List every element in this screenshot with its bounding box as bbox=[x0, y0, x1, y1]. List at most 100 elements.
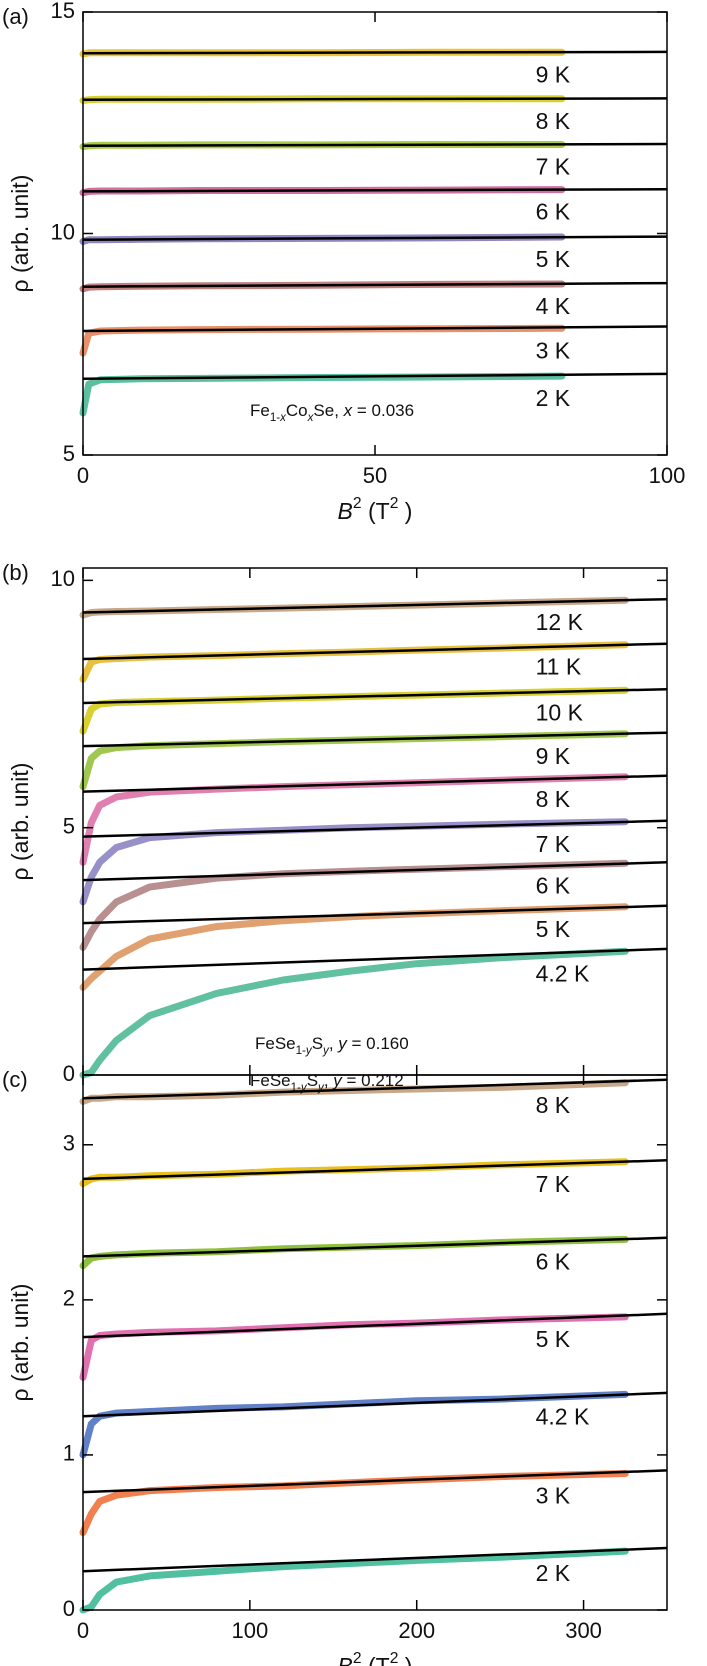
text-part: S bbox=[307, 1071, 318, 1090]
fit-line bbox=[82, 97, 668, 101]
text-part: Co bbox=[286, 401, 308, 420]
x-tick-label: 300 bbox=[565, 1618, 602, 1643]
series-label: 6 K bbox=[536, 872, 571, 898]
data-curve bbox=[79, 324, 566, 357]
y-axis-label: ρ (arb. unit) bbox=[7, 175, 33, 293]
fit-line bbox=[82, 1078, 668, 1100]
text-part: y bbox=[317, 1082, 325, 1094]
fit-line bbox=[82, 774, 668, 793]
panel-label: (c) bbox=[2, 1067, 28, 1092]
series-label: 4 K bbox=[536, 293, 571, 319]
y-tick-label: 3 bbox=[63, 1131, 75, 1156]
x-tick-label: 50 bbox=[363, 463, 387, 488]
fit-line bbox=[82, 947, 668, 971]
text-part: = 0.036 bbox=[352, 401, 414, 420]
fit-line bbox=[82, 731, 668, 748]
series-label: 8 K bbox=[536, 108, 571, 134]
text-part: y bbox=[300, 1082, 308, 1094]
fit-line bbox=[82, 325, 668, 333]
fit-line bbox=[82, 281, 668, 288]
fit-line bbox=[82, 187, 668, 193]
text-part: B bbox=[338, 498, 353, 524]
text-part: , bbox=[329, 1034, 338, 1053]
fit-line bbox=[82, 50, 668, 55]
fit-line bbox=[82, 597, 668, 614]
series-label: 6 K bbox=[536, 1248, 571, 1274]
fit-line bbox=[82, 1312, 668, 1339]
series-label: 5 K bbox=[536, 916, 571, 942]
series-label: 3 K bbox=[536, 337, 571, 363]
text-part: = 0.212 bbox=[342, 1071, 404, 1090]
text-part: ) bbox=[398, 1653, 412, 1666]
fit-line bbox=[82, 1391, 668, 1418]
text-part: (T bbox=[362, 498, 390, 524]
fit-line bbox=[82, 687, 668, 705]
series-label: 8 K bbox=[536, 786, 571, 812]
rich-text: Fe1-xCoxSe, x = 0.036 bbox=[250, 401, 414, 424]
panel-label: (b) bbox=[2, 560, 29, 585]
data-curve bbox=[79, 1547, 629, 1614]
series-label: 9 K bbox=[536, 61, 571, 87]
series-label: 5 K bbox=[536, 246, 571, 272]
data-curve bbox=[79, 947, 629, 1079]
text-part: 1- bbox=[296, 1045, 306, 1057]
text-part: x bbox=[343, 401, 353, 420]
y-axis-label: ρ (arb. unit) bbox=[7, 1284, 33, 1402]
text-part: 1- bbox=[270, 412, 280, 424]
series-label: 2 K bbox=[536, 385, 571, 411]
text-part: ) bbox=[398, 498, 412, 524]
text-part: y bbox=[337, 1034, 348, 1053]
rich-text: B2 (T2 ) bbox=[338, 1650, 413, 1666]
y-tick-label: 10 bbox=[51, 566, 75, 591]
y-axis-label: ρ (arb. unit) bbox=[7, 763, 33, 881]
series-label: 7 K bbox=[536, 1171, 571, 1197]
x-tick-label: 0 bbox=[77, 1618, 89, 1643]
series-label: 3 K bbox=[536, 1483, 571, 1509]
y-tick-label: 5 bbox=[63, 441, 75, 466]
series-label: 8 K bbox=[536, 1092, 571, 1118]
fit-line bbox=[82, 904, 668, 925]
text-part: FeSe bbox=[250, 1071, 291, 1090]
text-part: y bbox=[332, 1071, 343, 1090]
text-part: = 0.160 bbox=[347, 1034, 409, 1053]
x-tick-label: 100 bbox=[231, 1618, 268, 1643]
panel-label: (a) bbox=[2, 4, 29, 29]
y-tick-label: 0 bbox=[63, 1596, 75, 1621]
fit-line bbox=[82, 1159, 668, 1181]
y-tick-label: 1 bbox=[63, 1441, 75, 1466]
fit-line bbox=[82, 1546, 668, 1573]
fit-line bbox=[82, 642, 668, 661]
text-part: Fe bbox=[250, 401, 270, 420]
text-part: (T bbox=[362, 1653, 390, 1666]
rich-text: FeSe1-ySy, y = 0.160 bbox=[255, 1034, 409, 1057]
series-label: 6 K bbox=[536, 199, 571, 225]
fit-line bbox=[82, 819, 668, 838]
rich-text: FeSe1-ySy, y = 0.212 bbox=[250, 1071, 404, 1094]
text-part: B bbox=[338, 1653, 353, 1666]
text-part: 2 bbox=[353, 495, 362, 512]
series-label: 7 K bbox=[536, 154, 571, 180]
fit-line bbox=[82, 861, 668, 882]
y-tick-label: 2 bbox=[63, 1286, 75, 1311]
series-label: 12 K bbox=[536, 609, 584, 635]
text-part: y bbox=[322, 1045, 330, 1057]
fit-line bbox=[82, 372, 668, 381]
y-tick-label: 15 bbox=[51, 0, 75, 23]
series-label: 9 K bbox=[536, 743, 571, 769]
text-part: , bbox=[324, 1071, 333, 1090]
text-part: FeSe bbox=[255, 1034, 296, 1053]
text-part: Se, bbox=[313, 401, 343, 420]
fit-line bbox=[82, 1469, 668, 1494]
data-curve bbox=[79, 1390, 629, 1459]
series-label: 4.2 K bbox=[536, 960, 590, 986]
series-label: 4.2 K bbox=[536, 1404, 590, 1430]
plot-frame bbox=[82, 1074, 668, 1611]
fit-line bbox=[82, 235, 668, 241]
text-part: 2 bbox=[353, 1650, 362, 1666]
x-tick-label: 100 bbox=[649, 463, 686, 488]
x-tick-label: 0 bbox=[77, 463, 89, 488]
x-tick-label: 200 bbox=[398, 1618, 435, 1643]
series-label: 7 K bbox=[536, 831, 571, 857]
y-tick-label: 10 bbox=[51, 219, 75, 244]
